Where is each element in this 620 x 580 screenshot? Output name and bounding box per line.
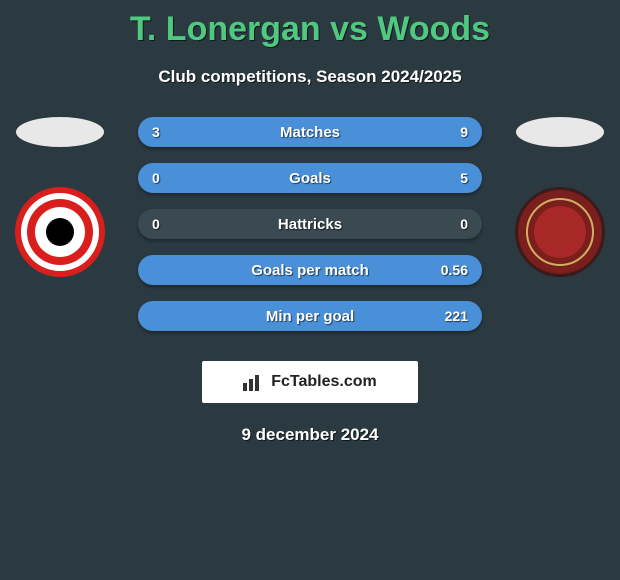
date-text: 9 december 2024 [0, 425, 620, 445]
stat-left-value: 0 [138, 209, 174, 239]
stat-row: Min per goal 221 [138, 301, 482, 331]
stat-right-value: 9 [446, 117, 482, 147]
left-player-photo-placeholder [16, 117, 104, 147]
comparison-layout: Matches 3 9 Goals 0 5 Hattricks 0 0 Goals per mat… [0, 117, 620, 347]
left-player-column [0, 117, 120, 277]
page-title: T. Lonergan vs Woods [0, 0, 620, 49]
stat-left-value: 3 [138, 117, 174, 147]
stat-label: Goals [289, 170, 331, 187]
stat-right-value: 0 [446, 209, 482, 239]
left-club-badge [15, 187, 105, 277]
stat-row: Matches 3 9 [138, 117, 482, 147]
stat-right-value: 221 [431, 301, 482, 331]
subtitle: Club competitions, Season 2024/2025 [0, 67, 620, 87]
brand-text: FcTables.com [271, 373, 377, 391]
stat-right-value: 0.56 [427, 255, 482, 285]
right-player-photo-placeholder [516, 117, 604, 147]
stat-label: Hattricks [278, 216, 342, 233]
stats-column: Matches 3 9 Goals 0 5 Hattricks 0 0 Goals per mat… [120, 117, 500, 347]
stat-row: Goals per match 0.56 [138, 255, 482, 285]
stat-right-value: 5 [446, 163, 482, 193]
stat-row: Hattricks 0 0 [138, 209, 482, 239]
stat-label: Min per goal [266, 308, 354, 325]
stat-label: Goals per match [251, 262, 369, 279]
brand-box: FcTables.com [202, 361, 418, 403]
stat-left-value: 0 [138, 163, 174, 193]
stat-row: Goals 0 5 [138, 163, 482, 193]
stat-label: Matches [280, 124, 340, 141]
bar-chart-icon [243, 373, 265, 391]
right-club-badge [515, 187, 605, 277]
right-player-column [500, 117, 620, 277]
